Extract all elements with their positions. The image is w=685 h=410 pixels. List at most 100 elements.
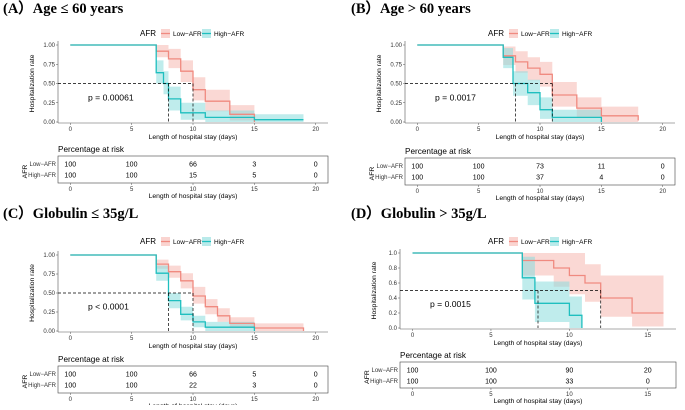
y-tick-label: 0.00 bbox=[43, 329, 55, 335]
y-tick-label: 0.75 bbox=[390, 62, 402, 68]
risk-row-label: Low−AFR bbox=[371, 368, 398, 374]
y-tick-label: 0.75 bbox=[43, 272, 55, 278]
risk-x-tick-label: 5 bbox=[130, 397, 134, 403]
km-line-low-afr bbox=[70, 44, 256, 122]
risk-x-tick-label: 15 bbox=[644, 392, 651, 398]
ci-band-low-afr bbox=[70, 45, 255, 122]
ci-band-high-afr bbox=[412, 253, 582, 328]
risk-value: 100 bbox=[485, 368, 497, 375]
x-tick-label: 0 bbox=[69, 127, 73, 133]
y-tick-label: 0.50 bbox=[43, 291, 55, 297]
ci-band-low-afr bbox=[70, 255, 304, 331]
y-tick-label: 0.8 bbox=[389, 266, 398, 272]
x-tick-label: 15 bbox=[598, 127, 605, 133]
km-panel-2: (C）Globulin ≤ 35g/L AFR Low−AFR High−AFR 0.0… bbox=[3, 204, 329, 410]
x-tick-label: 20 bbox=[312, 336, 319, 342]
risk-x-axis-label: Length of hospital stay (days) bbox=[496, 195, 585, 202]
risk-value: 100 bbox=[407, 368, 419, 375]
risk-value: 73 bbox=[536, 164, 544, 171]
p-value: p = 0.0015 bbox=[430, 299, 471, 309]
risk-row-label: High−AFR bbox=[375, 175, 404, 181]
risk-value: 100 bbox=[64, 162, 76, 169]
risk-value: 33 bbox=[565, 379, 573, 386]
legend-label-1: High−AFR bbox=[562, 31, 592, 38]
legend-label-1: High−AFR bbox=[214, 31, 244, 38]
legend-label-1: High−AFR bbox=[562, 239, 592, 246]
risk-value: 66 bbox=[189, 372, 197, 379]
risk-x-tick-label: 10 bbox=[537, 189, 544, 195]
risk-table-title: Percentage at risk bbox=[58, 355, 125, 364]
y-axis-label: Hospitalization rate bbox=[371, 261, 378, 319]
risk-value: 0 bbox=[314, 162, 318, 169]
risk-x-tick-label: 20 bbox=[659, 189, 666, 195]
risk-x-tick-label: 5 bbox=[130, 187, 134, 193]
risk-row-label: High−AFR bbox=[28, 173, 57, 179]
x-tick-label: 15 bbox=[644, 333, 651, 339]
y-tick-label: 0.4 bbox=[389, 296, 398, 302]
x-tick-label: 5 bbox=[477, 127, 481, 133]
risk-value: 100 bbox=[126, 372, 138, 379]
x-tick-label: 15 bbox=[251, 336, 258, 342]
risk-value: 100 bbox=[411, 164, 423, 171]
ci-band-high-afr bbox=[417, 45, 602, 122]
legend: AFR Low−AFR High−AFR bbox=[140, 237, 244, 246]
legend: AFR Low−AFR High−AFR bbox=[140, 29, 244, 38]
risk-x-tick-label: 0 bbox=[69, 187, 73, 193]
risk-row-label: Low−AFR bbox=[29, 162, 56, 168]
risk-x-tick-label: 10 bbox=[190, 397, 197, 403]
x-tick-label: 20 bbox=[659, 127, 666, 133]
y-tick-label: 0.6 bbox=[389, 281, 398, 287]
legend: AFR Low−AFR High−AFR bbox=[488, 29, 592, 38]
risk-value: 100 bbox=[126, 173, 138, 180]
y-axis-label: Hospitalization rate bbox=[29, 54, 36, 112]
risk-value: 66 bbox=[189, 162, 197, 169]
p-value: p < 0.0001 bbox=[88, 302, 129, 312]
risk-value: 100 bbox=[64, 372, 76, 379]
risk-table-box bbox=[399, 361, 677, 389]
risk-table-ylabel: AFR bbox=[22, 165, 29, 179]
risk-value: 0 bbox=[661, 164, 665, 171]
ci-band-low-afr bbox=[417, 45, 639, 122]
x-tick-label: 5 bbox=[489, 333, 493, 339]
risk-value: 90 bbox=[565, 368, 573, 375]
panel-title: (D）Globulin > 35g/L bbox=[351, 204, 487, 222]
risk-x-tick-label: 5 bbox=[477, 189, 481, 195]
km-line-high-afr bbox=[412, 252, 583, 328]
km-line-high-afr bbox=[417, 44, 603, 122]
risk-row-label: High−AFR bbox=[370, 379, 399, 385]
legend-title: AFR bbox=[488, 237, 504, 246]
risk-value: 100 bbox=[411, 175, 423, 182]
risk-x-tick-label: 10 bbox=[566, 392, 573, 398]
p-value: p = 0.0017 bbox=[435, 92, 476, 102]
x-tick-label: 10 bbox=[537, 127, 544, 133]
x-tick-label: 0 bbox=[69, 336, 73, 342]
panel-title: (A）Age ≤ 60 years bbox=[3, 0, 124, 17]
risk-x-tick-label: 20 bbox=[312, 187, 319, 193]
risk-value: 0 bbox=[314, 173, 318, 180]
risk-table-ylabel: AFR bbox=[369, 167, 376, 181]
risk-x-tick-label: 0 bbox=[69, 397, 73, 403]
km-line-low-afr bbox=[417, 44, 639, 121]
risk-value: 20 bbox=[644, 368, 652, 375]
risk-x-tick-label: 5 bbox=[489, 392, 493, 398]
risk-row-label: High−AFR bbox=[28, 383, 57, 389]
x-tick-label: 15 bbox=[251, 127, 258, 133]
legend-title: AFR bbox=[140, 29, 156, 38]
risk-value: 22 bbox=[189, 383, 197, 390]
y-tick-label: 0.75 bbox=[43, 62, 55, 68]
panel-title: (C）Globulin ≤ 35g/L bbox=[3, 204, 139, 222]
risk-value: 3 bbox=[252, 383, 256, 390]
legend-label-0: Low−AFR bbox=[521, 31, 550, 38]
risk-x-tick-label: 10 bbox=[190, 187, 197, 193]
risk-value: 5 bbox=[252, 372, 256, 379]
risk-value: 4 bbox=[599, 175, 603, 182]
risk-table-title: Percentage at risk bbox=[58, 145, 125, 154]
x-tick-label: 0 bbox=[411, 333, 415, 339]
x-tick-label: 10 bbox=[190, 127, 197, 133]
risk-x-tick-label: 20 bbox=[312, 397, 319, 403]
legend-label-0: Low−AFR bbox=[521, 239, 550, 246]
